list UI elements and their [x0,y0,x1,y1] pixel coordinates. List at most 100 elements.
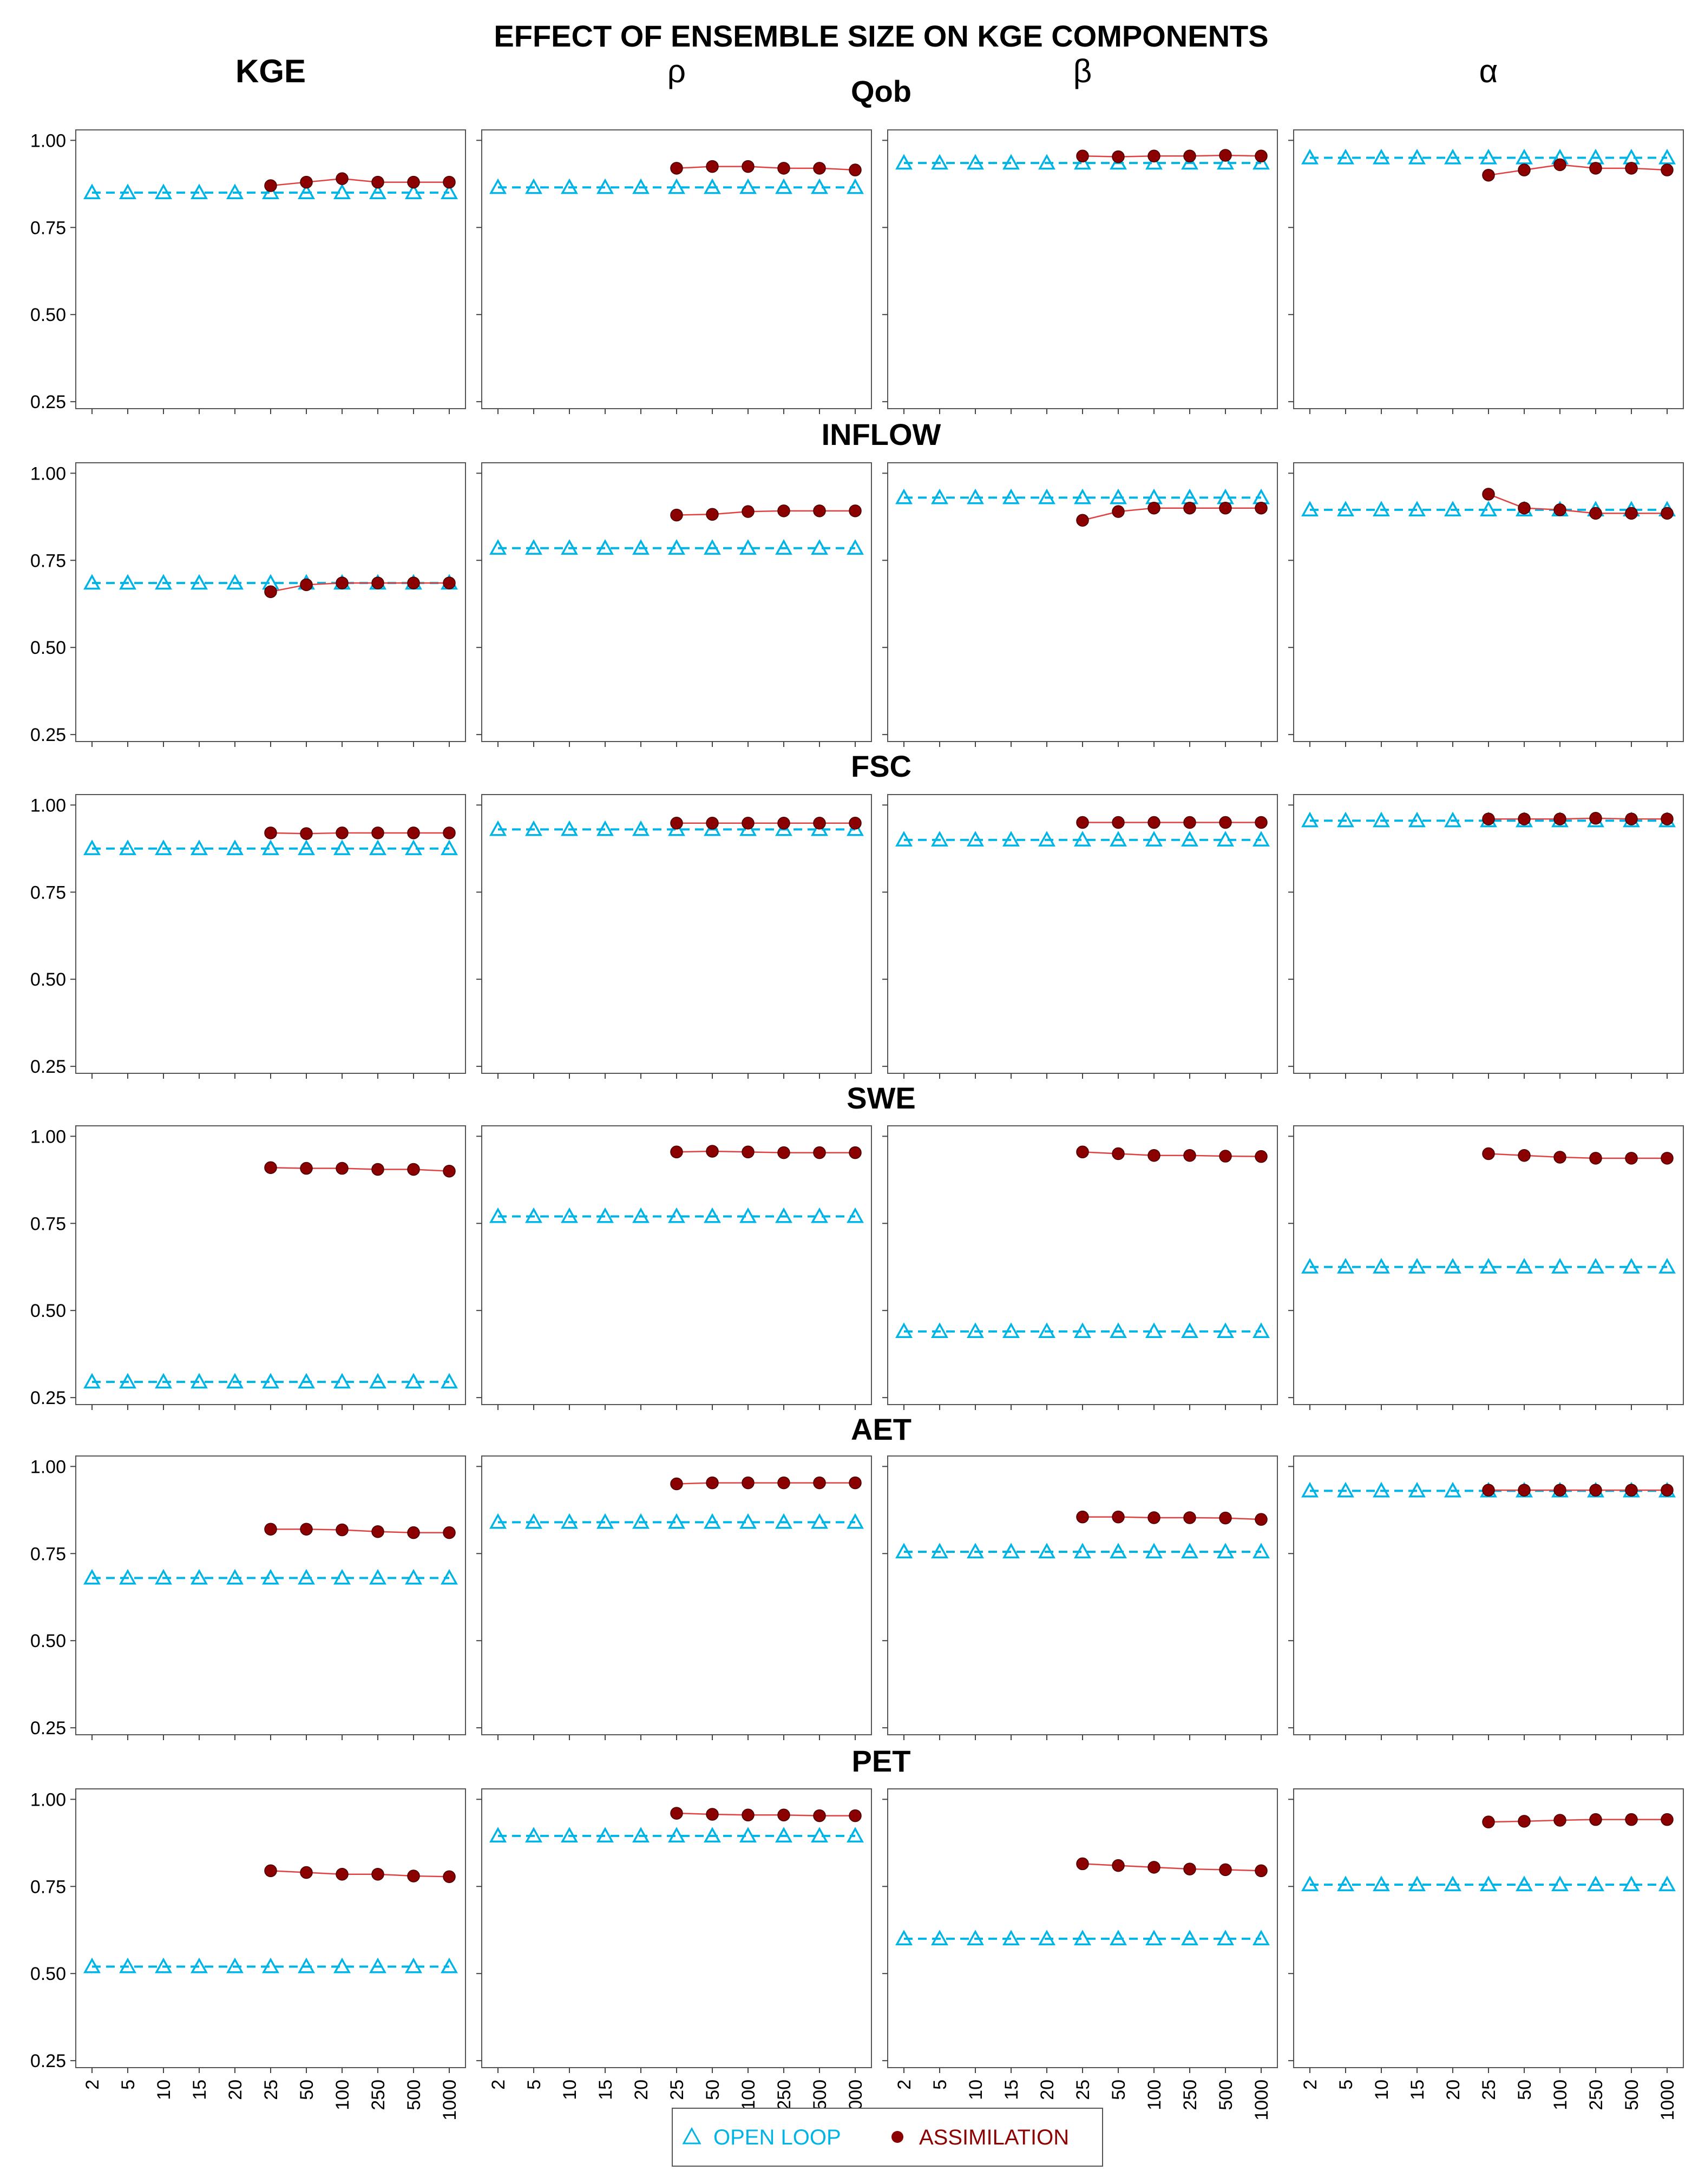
panel-inflow-beta [882,462,1278,747]
open-loop-point [333,183,351,200]
x-tick-label: 50 [1109,2080,1129,2100]
open-loop-point [739,820,757,836]
assimilation-point [1661,507,1674,520]
y-tick-label: 0.50 [30,1964,66,1984]
panel-frame [887,462,1278,742]
assimilation-point [706,1145,719,1158]
open-loop-point [155,1569,172,1585]
open-loop-point [333,840,351,855]
assimilation-point [1625,162,1638,175]
x-tick-label: 500 [1622,2080,1642,2110]
open-loop-point [1217,1930,1234,1945]
x-tick-label: 2 [894,2080,915,2090]
open-loop-point [1217,831,1234,847]
panel-frame [887,794,1278,1074]
open-loop-point [226,1373,244,1389]
open-loop-point [931,1322,948,1338]
open-loop-point [1301,148,1319,165]
assimilation-point [1183,501,1196,515]
open-loop-point [1217,154,1234,170]
assimilation-line [270,582,449,593]
y-tick-label: 0.75 [30,882,66,903]
assimilation-point [443,175,456,189]
assimilation-point [1553,1151,1566,1164]
open-loop-point [155,840,172,855]
open-loop-point [931,1930,948,1945]
open-loop-point [704,820,721,836]
assimilation-point [300,175,313,189]
open-loop-point [811,1827,828,1843]
panel-inflow-kge: 1.00 0.75 0.50 0.25 [30,462,466,747]
assimilation-point [1553,812,1566,825]
open-loop-point [668,1513,685,1529]
assimilation-point [300,578,313,592]
assimilation-point [670,508,683,522]
x-tick-label: 20 [1037,2080,1058,2100]
open-loop-point [1444,148,1461,165]
assimilation-point [1112,150,1125,163]
panel-frame [75,462,466,742]
y-tick-label: 1.00 [30,1457,66,1477]
open-loop-point [1480,501,1497,517]
open-loop-point [596,820,614,836]
panel-aet-kge: 1.00 0.75 0.50 0.25 [30,1455,466,1740]
open-loop-point [1301,1481,1319,1498]
assimilation-point [264,1523,277,1536]
assimilation-point [1183,1511,1196,1524]
assimilation-point [336,827,349,840]
y-tick-label: 0.75 [30,550,66,571]
open-loop-point [895,1543,913,1559]
x-tick-label: 2 [82,2080,103,2090]
assimilation-point [742,817,755,830]
open-loop-point [1444,1875,1461,1892]
open-loop-point [811,178,828,194]
open-loop-point [561,1207,578,1223]
x-tick-label: 50 [297,2080,317,2100]
panel-fsc-beta [882,794,1278,1079]
y-tick-label: 0.75 [30,1214,66,1234]
open-loop-point [1038,1322,1055,1338]
y-tick-label: 0.25 [30,725,66,745]
open-loop-point [1658,1258,1676,1274]
open-loop-point [1038,1543,1055,1559]
open-loop-point [155,1373,172,1389]
assimilation-point [1183,1149,1196,1162]
assimilation-point [1625,1813,1638,1826]
assimilation-point [443,1870,456,1883]
open-loop-point [489,1827,507,1843]
assimilation-point [1183,1862,1196,1875]
open-loop-point [262,1569,279,1585]
assimilation-point [336,172,349,185]
open-loop-point [1145,1543,1163,1559]
assimilation-point [336,1523,349,1537]
open-loop-point [1587,1875,1604,1892]
open-loop-point [1181,1930,1198,1945]
assimilation-point [813,817,826,830]
assimilation-point [706,160,719,173]
open-loop-point [489,1513,507,1529]
assimilation-point [1482,1484,1495,1497]
open-loop-point [1587,1258,1604,1274]
assimilation-line [676,1150,855,1153]
open-loop-point [632,1513,650,1529]
column-title-beta: β [1073,53,1092,89]
open-loop-point [119,840,136,855]
open-loop-point [704,1513,721,1529]
panel-fsc-alpha [1288,794,1684,1079]
open-loop-point [1516,148,1533,165]
open-loop-point [1373,811,1390,828]
open-loop-point [262,1373,279,1389]
open-loop-point [775,178,792,194]
assimilation-point [1589,1813,1602,1826]
open-loop-point [1252,1930,1270,1945]
assimilation-point [1147,1861,1160,1874]
assimilation-point [1589,1484,1602,1497]
x-tick-label: 20 [1443,2080,1464,2100]
open-loop-point [1373,148,1390,165]
open-loop-point [525,820,542,836]
y-tick-label: 0.50 [30,1301,66,1321]
x-tick-label: 5 [524,2080,545,2090]
assimilation-point [1661,163,1674,176]
open-loop-point [1252,154,1270,170]
open-loop-point [596,1513,614,1529]
